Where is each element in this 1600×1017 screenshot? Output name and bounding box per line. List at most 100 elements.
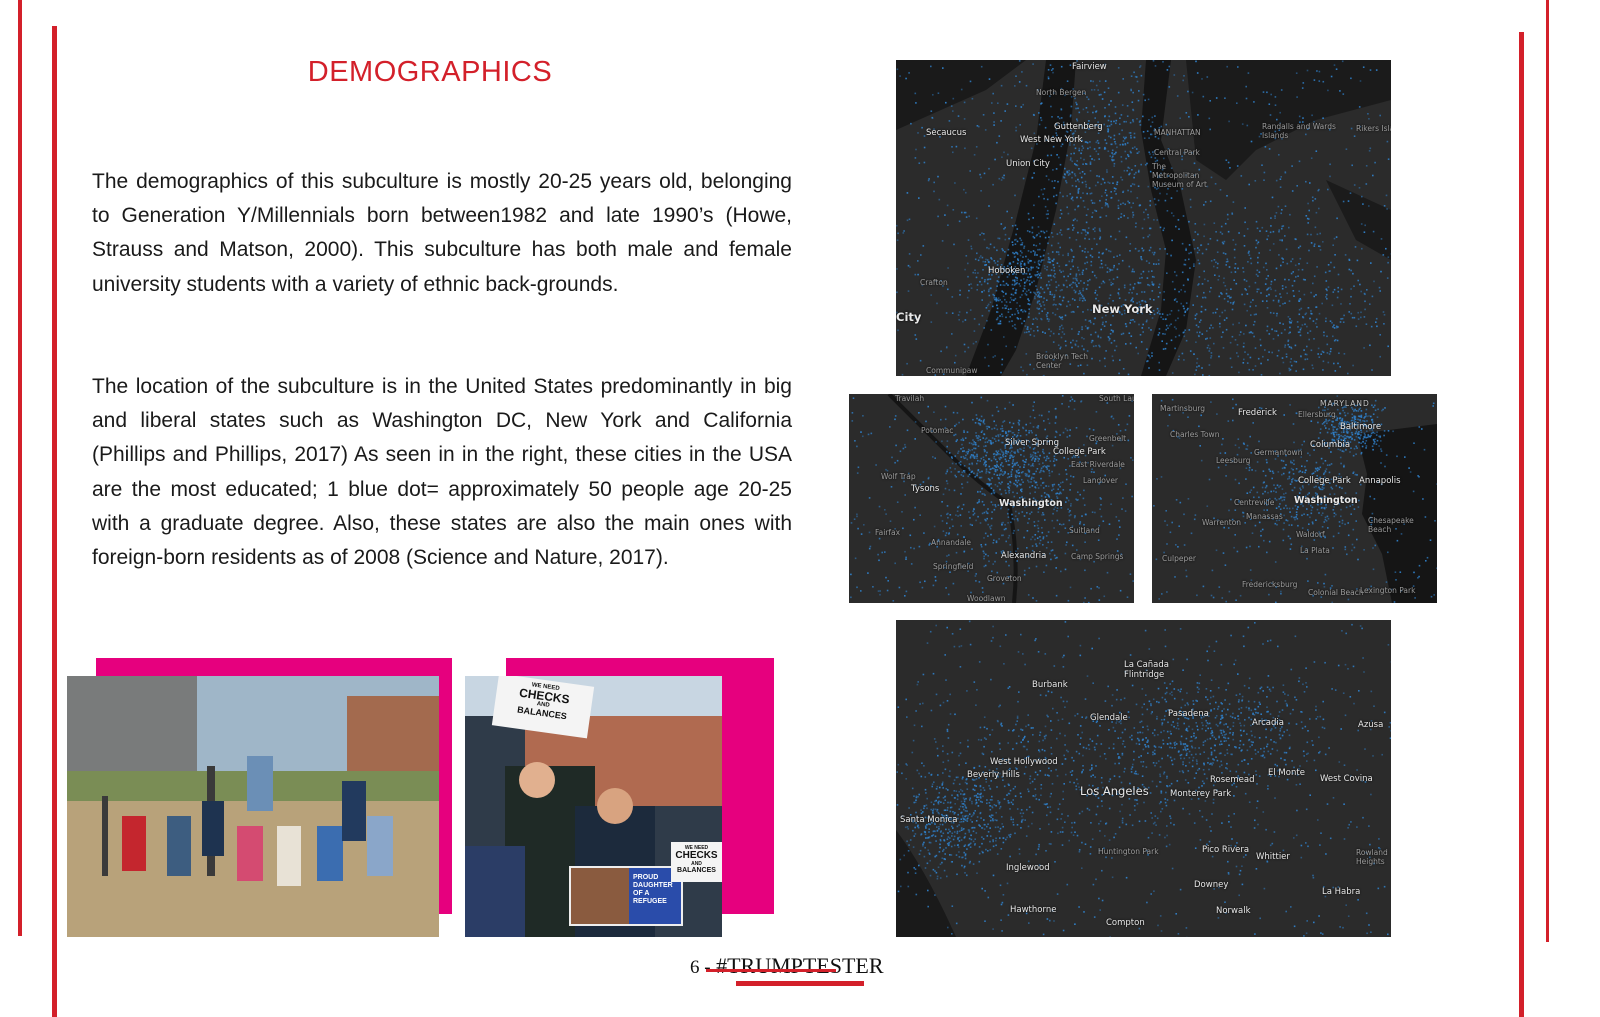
map-label: Colonial Beach bbox=[1308, 588, 1364, 597]
map-label: Annandale bbox=[931, 538, 972, 547]
map-label: College Park bbox=[1298, 476, 1351, 486]
map-label: Camp Springs bbox=[1071, 552, 1124, 561]
page-title: DEMOGRAPHICS bbox=[307, 56, 553, 88]
map-label: Culpeper bbox=[1162, 554, 1196, 563]
sign-text: CHECKS bbox=[675, 850, 718, 861]
right-border-line-inner bbox=[1519, 32, 1524, 1017]
right-border-line-outer bbox=[1546, 0, 1549, 942]
demographics-paragraph: The demographics of this subculture is m… bbox=[92, 170, 792, 296]
sign-text: BALANCES bbox=[677, 867, 716, 874]
map-new-york: Fairview North Bergen Secaucus Guttenber… bbox=[896, 60, 1391, 376]
map-label: Alexandria bbox=[1001, 551, 1047, 561]
map-label: Union City bbox=[1006, 159, 1050, 169]
map-label: Los Angeles bbox=[1080, 784, 1149, 798]
sign-proud-daughter: PROUD DAUGHTER OF A REFUGEE bbox=[569, 866, 683, 926]
map-label: Santa Monica bbox=[900, 815, 958, 825]
nyc-dot-layer bbox=[896, 60, 1391, 376]
map-label: Washington bbox=[999, 498, 1063, 509]
map-label: West Covina bbox=[1320, 774, 1373, 784]
map-label: El Monte bbox=[1268, 768, 1305, 778]
map-label: Azusa bbox=[1358, 720, 1384, 730]
map-label: Martinsburg bbox=[1160, 404, 1206, 413]
sign-checks-side: WE NEED CHECKS AND BALANCES bbox=[671, 842, 722, 882]
photo-students-seated-graphic bbox=[67, 676, 439, 937]
photo-protest-rally: WE NEED CHECKS AND BALANCES PROUD DAUGHT… bbox=[465, 676, 722, 937]
map-label: Annapolis bbox=[1359, 476, 1401, 486]
map-label: Whittier bbox=[1256, 852, 1290, 862]
map-label: Springfield bbox=[933, 562, 974, 571]
map-label: Germantown bbox=[1254, 448, 1303, 457]
map-label: Burbank bbox=[1032, 680, 1068, 690]
left-border-line-outer bbox=[18, 0, 22, 936]
map-label: Fredericksburg bbox=[1242, 580, 1298, 589]
footer-underline-top bbox=[706, 969, 836, 972]
map-label: Fairfax bbox=[875, 528, 901, 537]
map-label: Norwalk bbox=[1216, 906, 1251, 916]
map-los-angeles: La Cañada Flintridge Burbank Glendale Pa… bbox=[896, 620, 1391, 937]
map-label: Fairview bbox=[1072, 62, 1107, 72]
map-label: Glendale bbox=[1090, 713, 1128, 723]
map-label: La Habra bbox=[1322, 887, 1361, 897]
map-label: Rosemead bbox=[1210, 775, 1255, 785]
map-label: Ellersburg bbox=[1298, 410, 1336, 419]
map-label: Potomac bbox=[921, 426, 954, 435]
map-washington-local: Travilah South Laurel Potomac Silver Spr… bbox=[849, 394, 1134, 603]
map-label: Monterey Park bbox=[1170, 789, 1232, 799]
map-label: West New York bbox=[1020, 135, 1083, 145]
map-label: Communipaw bbox=[926, 366, 978, 375]
map-label: Columbia bbox=[1310, 440, 1351, 450]
sign-text: OF A bbox=[633, 890, 650, 897]
map-new-york-graphic bbox=[896, 60, 1391, 376]
map-label: Frederick bbox=[1238, 408, 1277, 418]
map-label: Leesburg bbox=[1216, 456, 1251, 465]
sign-text: DAUGHTER bbox=[633, 882, 673, 889]
map-label: Baltimore bbox=[1340, 422, 1382, 432]
map-washington-region-graphic bbox=[1153, 395, 1437, 603]
dc-region-dot-layer bbox=[1153, 395, 1437, 603]
map-label: Suitland bbox=[1069, 526, 1100, 535]
sign-caption: PROUD DAUGHTER OF A REFUGEE bbox=[633, 874, 673, 906]
sign-text: PROUD bbox=[633, 874, 659, 881]
left-border-line-inner bbox=[52, 26, 57, 1017]
map-label: South Laurel bbox=[1099, 394, 1134, 403]
map-label: Secaucus bbox=[926, 128, 967, 138]
map-label: Lexington Park bbox=[1360, 586, 1416, 595]
map-label: Brooklyn Tech Center bbox=[1036, 352, 1089, 370]
map-label: Charles Town bbox=[1170, 430, 1220, 439]
map-label: Centreville bbox=[1234, 498, 1275, 507]
map-label: Rowland Heights bbox=[1356, 848, 1388, 866]
map-label: Beverly Hills bbox=[967, 770, 1020, 780]
map-label: Greenbelt bbox=[1089, 434, 1127, 443]
map-label: La Cañada Flintridge bbox=[1124, 660, 1169, 680]
sign-photo bbox=[571, 868, 629, 924]
sign-text: WE NEED bbox=[684, 845, 709, 851]
map-label: Pico Rivera bbox=[1202, 845, 1250, 855]
map-label: MARYLAND bbox=[1320, 399, 1370, 408]
map-washington-local-graphic bbox=[850, 394, 1134, 603]
map-label: Tysons bbox=[911, 484, 940, 494]
map-label: New York bbox=[1092, 302, 1153, 316]
map-label: Randalls and Wards Islands bbox=[1262, 122, 1336, 140]
map-label: Waldorf bbox=[1296, 530, 1325, 539]
map-label: Manassas bbox=[1246, 512, 1283, 521]
map-label: Silver Spring bbox=[1005, 438, 1060, 448]
map-label: Groveton bbox=[987, 574, 1022, 583]
map-label: Rikers Island bbox=[1356, 124, 1391, 133]
map-label: Chesapeake Beach bbox=[1368, 516, 1414, 534]
map-label: Central Park bbox=[1154, 148, 1200, 157]
map-label: West Hollywood bbox=[990, 757, 1058, 767]
map-label: Arcadia bbox=[1252, 718, 1284, 728]
page-footer: 6 - #TRUMPTESTER bbox=[690, 953, 884, 979]
footer-brand: #TRUMPTESTER bbox=[716, 953, 884, 978]
map-label: Warrenton bbox=[1202, 518, 1242, 527]
map-label: North Bergen bbox=[1036, 88, 1087, 97]
map-label: East Riverdale bbox=[1071, 460, 1125, 469]
map-label: The Metropolitan Museum of Art bbox=[1152, 162, 1207, 189]
map-los-angeles-graphic bbox=[896, 620, 1391, 937]
map-label: Hawthorne bbox=[1010, 905, 1057, 915]
la-dot-layer bbox=[896, 620, 1391, 937]
map-label: Woodlawn bbox=[967, 594, 1006, 603]
map-label: Landover bbox=[1083, 476, 1119, 485]
sign-text: AND bbox=[691, 861, 702, 867]
map-label: Inglewood bbox=[1006, 863, 1050, 873]
